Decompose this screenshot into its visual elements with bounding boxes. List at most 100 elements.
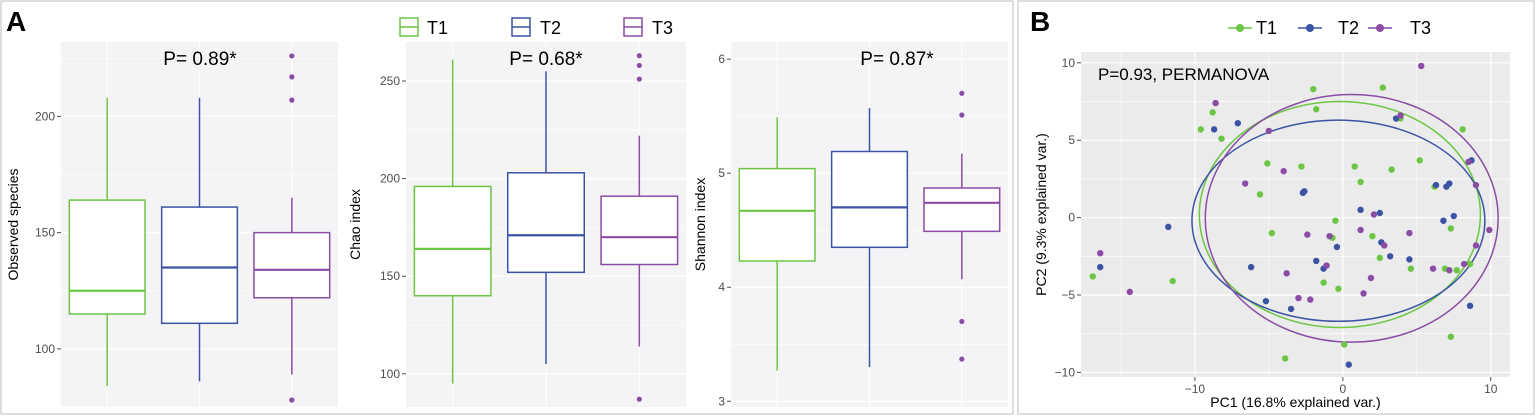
- confidence-ellipse-t3: [1204, 93, 1499, 343]
- pca-scatter: −10 0 10 −10 −5 0 5 10 PC1 (16.8% explained var.…: [1033, 52, 1510, 410]
- confidence-ellipse-t2: [1191, 119, 1486, 323]
- point-t3: [1465, 158, 1472, 166]
- point-t1: [1466, 260, 1474, 268]
- point-t1: [1357, 178, 1364, 186]
- point-t3: [1212, 99, 1219, 107]
- iqr-box: [160, 206, 239, 325]
- point-t3: [1367, 274, 1375, 282]
- y-tick-label: 5: [1068, 133, 1075, 147]
- point-t2: [1466, 302, 1474, 310]
- y-tick-label: 150: [35, 226, 55, 240]
- p-value-annotation: P= 0.68*: [509, 49, 583, 70]
- point-t1: [1447, 333, 1455, 340]
- point-t2: [1287, 305, 1295, 313]
- point-t1: [1268, 229, 1276, 237]
- iqr-box: [506, 172, 586, 274]
- point-t3: [1326, 232, 1333, 240]
- legend-b-t2-label: T2: [1338, 18, 1359, 38]
- shannon-index-boxplot: 3 4 5 6 Shannon index P= 0.87*: [692, 42, 1008, 408]
- y-tick-label: 10: [1062, 56, 1076, 70]
- point-t1: [1310, 85, 1317, 93]
- plot-background: [1081, 52, 1510, 377]
- x-tick-label: 10: [1484, 382, 1498, 396]
- y-tick-label: 4: [718, 280, 725, 294]
- point-t1: [1264, 160, 1271, 167]
- point-t1: [1407, 265, 1415, 272]
- point-t2: [1392, 115, 1400, 122]
- point-t2: [1406, 256, 1413, 263]
- legend-b-item-t2: T2: [1298, 18, 1359, 38]
- point-t3: [1295, 294, 1302, 302]
- point-t1: [1459, 126, 1466, 133]
- point-t1: [1332, 217, 1339, 224]
- iqr-box: [738, 167, 816, 262]
- point-t2: [1446, 180, 1453, 187]
- y-axis-title: Observed species: [5, 168, 21, 280]
- y-axis-title: Chao index: [347, 189, 363, 260]
- point-t1: [1197, 126, 1205, 133]
- y-tick-label: 100: [35, 342, 55, 356]
- point-t1: [1379, 84, 1386, 91]
- outlier-point: [636, 396, 642, 402]
- point-t2: [1210, 126, 1218, 133]
- iqr-box: [830, 150, 909, 249]
- point-t3: [1381, 242, 1388, 249]
- iqr-box: [413, 185, 492, 297]
- outlier-point: [636, 76, 642, 82]
- point-t1: [1256, 191, 1264, 198]
- point-t3: [1446, 267, 1453, 274]
- point-t3: [1460, 260, 1468, 268]
- point-t3: [1472, 181, 1480, 189]
- point-t1: [1313, 106, 1320, 113]
- box-t2: [830, 108, 909, 368]
- point-t3: [1418, 62, 1425, 70]
- point-t2: [1301, 188, 1308, 195]
- point-t3: [1097, 249, 1104, 257]
- y-tick-label: −5: [1061, 288, 1075, 302]
- point-t2: [1333, 243, 1341, 251]
- outlier-point: [289, 53, 295, 59]
- point-t1: [1209, 109, 1216, 116]
- legend-b-t2-dot: [1306, 24, 1314, 32]
- point-t3: [1307, 296, 1314, 303]
- legend-a-item-t2: T2: [511, 17, 561, 38]
- chao-index-boxplot: 100 150 200 250 Chao index P= 0.68*: [347, 42, 686, 407]
- point-t1: [1416, 157, 1423, 164]
- iqr-box: [600, 195, 679, 266]
- y-tick-label: 250: [380, 74, 400, 88]
- point-t2: [1357, 206, 1364, 214]
- legend-b-t1-dot: [1236, 24, 1244, 32]
- y-tick-label: 5: [718, 166, 725, 180]
- legend-a-item-t1: T1: [399, 17, 448, 38]
- y-tick-label: 0: [1068, 211, 1075, 225]
- y-tick-label: 200: [35, 109, 55, 123]
- y-tick-label: 200: [380, 172, 400, 186]
- iqr-box: [253, 231, 331, 299]
- point-t2: [1262, 297, 1270, 305]
- point-t1: [1351, 163, 1358, 170]
- outlier-point: [959, 112, 965, 118]
- point-t2: [1376, 209, 1384, 217]
- permanova-annotation: P=0.93, PERMANOVA: [1098, 65, 1270, 84]
- point-t3: [1406, 229, 1413, 237]
- point-t3: [1472, 242, 1480, 249]
- box-t3: [253, 53, 331, 403]
- point-t3: [1486, 226, 1493, 234]
- point-t3: [1370, 211, 1378, 218]
- box-t2: [160, 97, 239, 382]
- outlier-point: [959, 318, 965, 325]
- outlier-point: [959, 90, 965, 96]
- legend-a-t1-label: T1: [427, 18, 448, 38]
- point-t3: [1323, 262, 1330, 269]
- legend-b: T1 T2 T3: [1228, 18, 1431, 38]
- point-t1: [1281, 355, 1289, 362]
- point-t1: [1447, 225, 1455, 232]
- point-t1: [1320, 279, 1327, 286]
- point-t3: [1360, 290, 1367, 297]
- outlier-point: [289, 74, 295, 80]
- point-t3: [1429, 265, 1437, 272]
- legend-a: T1 T2 T3: [399, 17, 673, 38]
- point-t3: [1242, 180, 1249, 187]
- point-t1: [1335, 285, 1342, 292]
